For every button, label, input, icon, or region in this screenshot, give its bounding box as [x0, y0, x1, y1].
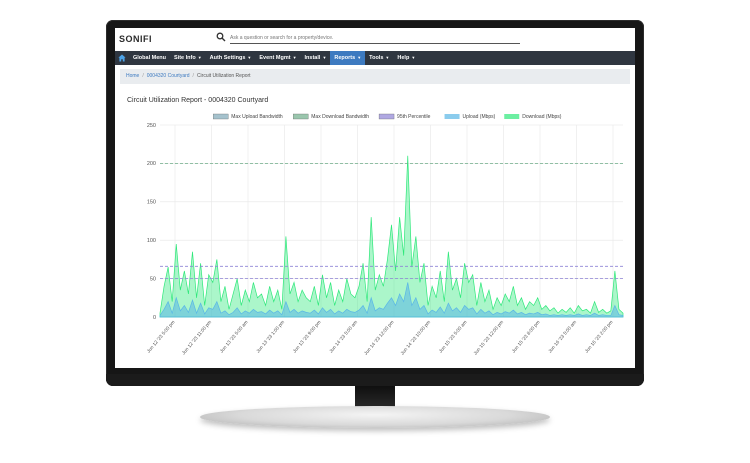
chevron-down-icon: ▼ — [197, 55, 202, 60]
y-tick-label: 100 — [147, 238, 156, 244]
page-title: Circuit Utilization Report - 0004320 Cou… — [127, 97, 269, 104]
legend-label: Max Download Bandwidth — [311, 114, 369, 120]
upload-series-area — [159, 282, 624, 318]
nav-event-mgmt[interactable]: Event Mgmt ▼ — [255, 51, 300, 65]
y-tick-label: 0 — [153, 315, 156, 321]
monitor-stand-base — [200, 406, 550, 428]
x-tick-label: Jun 12 '23 5:00 pm — [146, 319, 177, 354]
monitor-chin — [106, 374, 644, 386]
nav-label: Event Mgmt — [259, 55, 291, 61]
search-icon[interactable] — [216, 32, 226, 42]
nav-site-info[interactable]: Site Info ▼ — [170, 51, 206, 65]
x-tick-label: Jun 16 '23 5:00 am — [547, 319, 578, 354]
chevron-down-icon: ▼ — [247, 55, 252, 60]
nav-install[interactable]: Install ▼ — [301, 51, 331, 65]
utilization-chart: 0 50 100 150 200 250 Jun 12 '23 5:00 pm Jun 12 … — [146, 113, 624, 356]
nav-label: Site Info — [174, 55, 196, 61]
nav-label: Help — [397, 55, 410, 61]
nav-label: Global Menu — [133, 55, 166, 61]
home-nav-button[interactable] — [115, 51, 129, 65]
legend-label: Upload (Mbps) — [463, 114, 496, 120]
breadcrumb-current: Circuit Utilization Report — [196, 73, 251, 79]
chevron-down-icon: ▼ — [322, 55, 327, 60]
x-tick-label: Jun 12 '23 11:00 pm — [181, 319, 213, 356]
x-tick-label: Jun 13 '23 9:00 pm — [292, 319, 323, 354]
breadcrumb-home-link[interactable]: Home — [126, 73, 140, 79]
x-tick-label: Jun 15 '23 12:00 pm — [473, 319, 505, 356]
legend-swatch — [293, 113, 309, 120]
legend-swatch — [213, 113, 229, 120]
chevron-down-icon: ▼ — [292, 55, 297, 60]
chevron-down-icon: ▼ — [385, 55, 390, 60]
app-screen: SONIFI Global Menu Site Info▼ Auth Setti… — [115, 28, 635, 368]
chevron-down-icon: ▼ — [411, 55, 416, 60]
breadcrumb-separator: / — [192, 73, 194, 79]
nav-label: Tools — [369, 55, 384, 61]
chevron-down-icon: ▼ — [357, 55, 362, 60]
x-tick-label: Jun 14 '23 12:00 pm — [363, 319, 395, 356]
nav-label: Install — [304, 55, 321, 61]
nav-auth-settings[interactable]: Auth Settings ▼ — [206, 51, 256, 65]
top-bar: SONIFI — [115, 28, 635, 51]
nav-global-menu[interactable]: Global Menu — [129, 51, 170, 65]
nav-help[interactable]: Help ▼ — [393, 51, 419, 65]
x-tick-label: Jun 15 '23 5:00 am — [438, 319, 469, 354]
legend-swatch — [444, 114, 460, 119]
legend-label: 95th Percentile — [397, 114, 431, 120]
x-tick-label: Jun 13 '23 5:00 am — [219, 319, 250, 354]
home-icon — [118, 54, 126, 62]
x-tick-label: Jun 15 '23 8:00 pm — [511, 319, 542, 354]
x-tick-label: Jun 14 '23 10:00 pm — [400, 319, 432, 356]
legend-swatch — [504, 114, 520, 119]
y-tick-label: 200 — [147, 161, 156, 167]
legend-label: Download (Mbps) — [522, 114, 562, 120]
x-tick-label: Jun 14 '23 5:00 am — [328, 319, 359, 354]
nav-label: Auth Settings — [209, 55, 246, 61]
download-series-area — [159, 155, 624, 318]
nav-reports[interactable]: Reports ▼ — [330, 51, 366, 65]
breadcrumb-separator: / — [142, 73, 144, 79]
monitor-stand-neck — [355, 386, 395, 408]
y-tick-label: 250 — [147, 123, 156, 129]
x-tick-label: Jun 13 '23 1:00 pm — [255, 319, 286, 354]
search-input[interactable] — [230, 33, 520, 44]
breadcrumb-property-link[interactable]: 0004320 Courtyard — [146, 73, 190, 79]
y-tick-label: 50 — [150, 276, 156, 282]
nav-label: Reports — [334, 55, 356, 61]
breadcrumb: Home/0004320 Courtyard / Circuit Utilizati… — [120, 69, 630, 84]
x-tick-label: Jun 16 '23 2:00 pm — [584, 319, 615, 354]
y-tick-label: 150 — [147, 200, 156, 206]
nav-tools[interactable]: Tools ▼ — [365, 51, 393, 65]
legend-swatch — [378, 113, 395, 120]
legend-label: Max Upload Bandwidth — [231, 114, 283, 120]
main-nav: Global Menu Site Info ▼ Auth Settings ▼ Ev… — [115, 51, 635, 65]
app-logo[interactable]: SONIFI — [119, 34, 153, 44]
